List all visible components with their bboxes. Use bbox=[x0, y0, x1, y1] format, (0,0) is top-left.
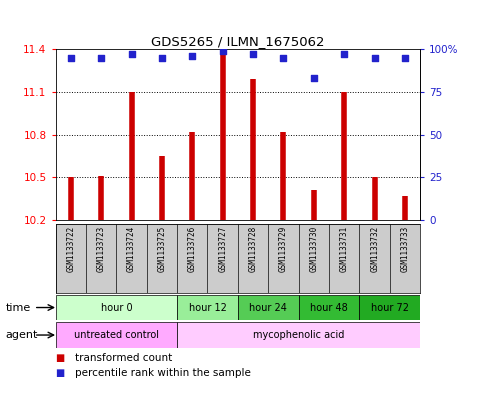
Bar bbox=[56, 295, 177, 320]
Text: percentile rank within the sample: percentile rank within the sample bbox=[75, 368, 251, 378]
Text: mycophenolic acid: mycophenolic acid bbox=[253, 330, 344, 340]
Bar bbox=[86, 224, 116, 293]
Text: hour 48: hour 48 bbox=[310, 303, 348, 312]
Bar bbox=[116, 224, 147, 293]
Text: untreated control: untreated control bbox=[74, 330, 159, 340]
Bar bbox=[390, 224, 420, 293]
Text: GSM1133729: GSM1133729 bbox=[279, 226, 288, 272]
Text: GSM1133733: GSM1133733 bbox=[400, 226, 410, 272]
Point bbox=[188, 53, 196, 59]
Bar bbox=[177, 295, 238, 320]
Point bbox=[280, 55, 287, 61]
Bar bbox=[298, 224, 329, 293]
Text: ■: ■ bbox=[56, 353, 65, 363]
Text: GSM1133724: GSM1133724 bbox=[127, 226, 136, 272]
Bar bbox=[238, 295, 298, 320]
Text: GSM1133732: GSM1133732 bbox=[370, 226, 379, 272]
Bar bbox=[298, 295, 359, 320]
Bar bbox=[359, 295, 420, 320]
Point bbox=[128, 51, 135, 57]
Text: ■: ■ bbox=[56, 368, 65, 378]
Bar bbox=[177, 224, 208, 293]
Text: hour 0: hour 0 bbox=[100, 303, 132, 312]
Text: GSM1133727: GSM1133727 bbox=[218, 226, 227, 272]
Bar bbox=[238, 224, 268, 293]
Bar bbox=[208, 224, 238, 293]
Point bbox=[67, 55, 74, 61]
Text: transformed count: transformed count bbox=[75, 353, 172, 363]
Text: hour 12: hour 12 bbox=[188, 303, 227, 312]
Bar bbox=[268, 224, 298, 293]
Text: GSM1133725: GSM1133725 bbox=[157, 226, 167, 272]
Bar bbox=[56, 322, 177, 348]
Text: time: time bbox=[6, 303, 31, 312]
Bar bbox=[147, 224, 177, 293]
Text: GSM1133726: GSM1133726 bbox=[188, 226, 197, 272]
Title: GDS5265 / ILMN_1675062: GDS5265 / ILMN_1675062 bbox=[151, 35, 325, 48]
Text: GSM1133728: GSM1133728 bbox=[249, 226, 257, 272]
Point bbox=[249, 51, 257, 57]
Text: GSM1133730: GSM1133730 bbox=[309, 226, 318, 272]
Bar bbox=[177, 322, 420, 348]
Bar bbox=[359, 224, 390, 293]
Text: GSM1133731: GSM1133731 bbox=[340, 226, 349, 272]
Text: GSM1133722: GSM1133722 bbox=[66, 226, 75, 272]
Text: agent: agent bbox=[6, 330, 38, 340]
Bar bbox=[56, 224, 86, 293]
Point bbox=[97, 55, 105, 61]
Point bbox=[219, 48, 227, 54]
Bar bbox=[329, 224, 359, 293]
Point bbox=[310, 75, 318, 81]
Text: hour 72: hour 72 bbox=[371, 303, 409, 312]
Point bbox=[341, 51, 348, 57]
Point bbox=[158, 55, 166, 61]
Text: GSM1133723: GSM1133723 bbox=[97, 226, 106, 272]
Point bbox=[401, 55, 409, 61]
Point bbox=[371, 55, 379, 61]
Text: hour 24: hour 24 bbox=[249, 303, 287, 312]
